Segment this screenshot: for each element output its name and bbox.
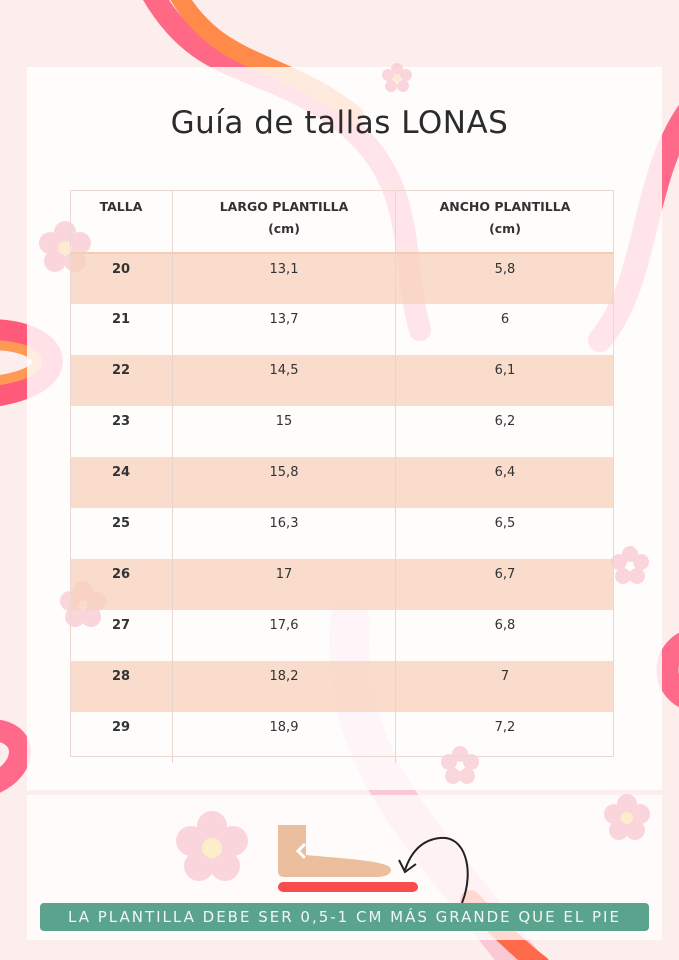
header-talla: TALLA	[70, 190, 173, 253]
cell-talla: 26	[70, 559, 173, 610]
header-ancho: ANCHO PLANTILLA (cm)	[439, 199, 571, 236]
table-row: 21 13,7 6	[70, 304, 614, 355]
cell-talla: 28	[70, 661, 173, 712]
foot-icon	[278, 825, 392, 877]
cell-ancho: 7,2	[494, 720, 516, 735]
cell-largo: 15,8	[172, 457, 396, 508]
cell-ancho: 6	[500, 312, 510, 327]
table-row: 26 17 6,7	[70, 559, 614, 610]
cell-ancho: 5,8	[395, 253, 614, 304]
cell-largo: 13,7	[172, 304, 396, 355]
header-largo: LARGO PLANTILLA (cm)	[172, 190, 396, 253]
cell-largo: 16,3	[172, 508, 396, 559]
cell-largo: 18,9	[172, 712, 396, 763]
table-header-row: TALLA LARGO PLANTILLA (cm) ANCHO PLANTILL…	[70, 190, 614, 253]
cell-talla: 23	[70, 406, 173, 457]
size-table: TALLA LARGO PLANTILLA (cm) ANCHO PLANTILL…	[70, 190, 614, 763]
cell-largo: 17,6	[172, 610, 396, 661]
table-row: 28 18,2 7	[70, 661, 614, 712]
table-row: 29 18,9 7,2	[70, 712, 614, 763]
cell-talla: 29	[70, 712, 173, 763]
cell-ancho: 6,1	[395, 355, 614, 406]
cell-largo: 18,2	[172, 661, 396, 712]
cell-ancho: 6,7	[395, 559, 614, 610]
cell-talla: 25	[70, 508, 173, 559]
cell-largo: 17	[172, 559, 396, 610]
table-row: 23 15 6,2	[70, 406, 614, 457]
cell-talla: 20	[70, 253, 173, 304]
cell-ancho: 6,8	[494, 618, 516, 633]
cell-largo: 15	[172, 406, 396, 457]
page-title: Guía de tallas LONAS	[170, 105, 509, 141]
cell-largo: 13,1	[172, 253, 396, 304]
cell-ancho: 6,2	[494, 414, 516, 429]
cell-ancho: 7	[395, 661, 614, 712]
insole-bar	[278, 882, 418, 892]
table-row: 20 13,1 5,8	[70, 253, 614, 304]
table-row: 27 17,6 6,8	[70, 610, 614, 661]
table-row: 22 14,5 6,1	[70, 355, 614, 406]
cell-talla: 22	[70, 355, 173, 406]
cell-ancho: 6,5	[494, 516, 516, 531]
cell-talla: 24	[70, 457, 173, 508]
table-row: 24 15,8 6,4	[70, 457, 614, 508]
table-row: 25 16,3 6,5	[70, 508, 614, 559]
fit-note-banner: LA PLANTILLA DEBE SER 0,5-1 CM MÁS GRAND…	[40, 903, 649, 931]
cell-ancho: 6,4	[395, 457, 614, 508]
cell-talla: 21	[70, 304, 173, 355]
cell-talla: 27	[70, 610, 173, 661]
cell-largo: 14,5	[172, 355, 396, 406]
